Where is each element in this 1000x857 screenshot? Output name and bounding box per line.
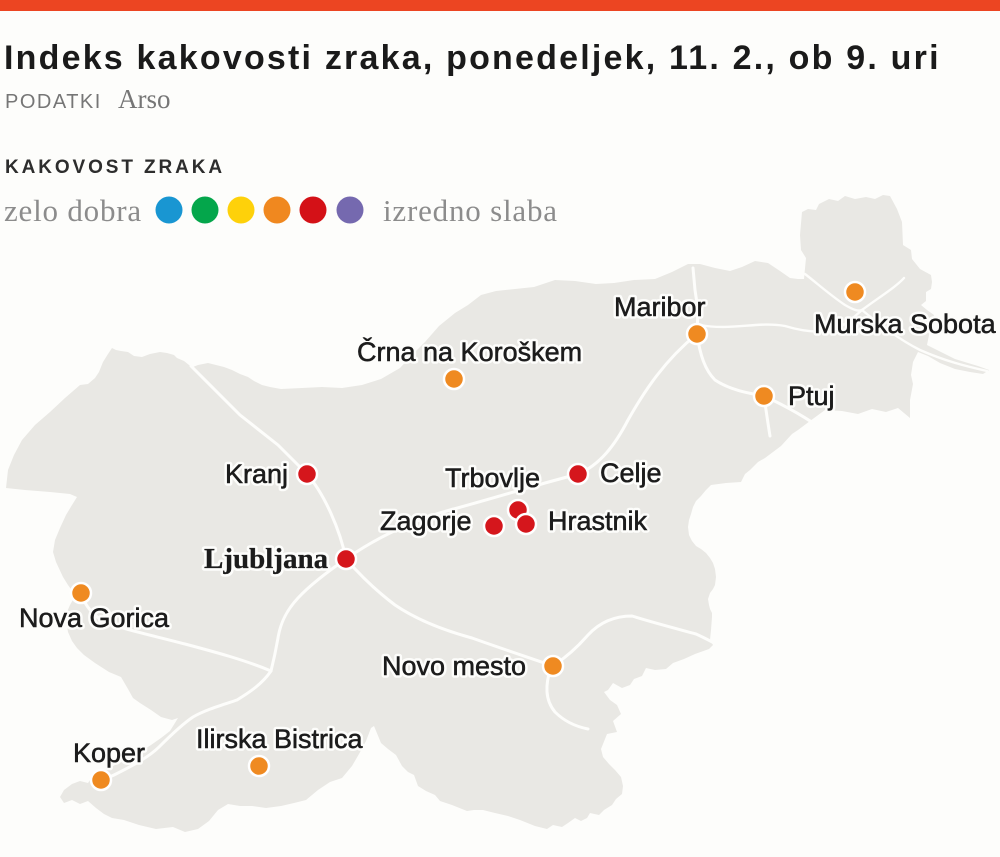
svg-text:Murska Sobota: Murska Sobota [814,309,997,339]
svg-text:Hrastnik: Hrastnik [548,506,648,536]
svg-text:Ptuj: Ptuj [788,381,835,411]
svg-text:Ljubljana: Ljubljana [204,543,329,575]
svg-text:Zagorje: Zagorje [380,506,472,536]
svg-text:Črna na Koroškem: Črna na Koroškem [357,336,582,367]
svg-text:Koper: Koper [73,738,145,768]
svg-text:Hrastnik: Hrastnik [548,506,648,536]
svg-text:Arso: Arso [118,84,171,114]
svg-text:Indeks kakovosti zraka, ponede: Indeks kakovosti zraka, ponedeljek, 11. … [4,39,941,77]
svg-text:Trbovlje: Trbovlje [445,463,540,493]
svg-text:izredno slaba: izredno slaba [383,193,558,228]
svg-text:Novo mesto: Novo mesto [382,651,526,681]
svg-text:Zagorje: Zagorje [380,506,472,536]
svg-text:Ljubljana: Ljubljana [204,543,329,575]
svg-text:Koper: Koper [73,738,145,768]
svg-text:Ilirska Bistrica: Ilirska Bistrica [196,724,364,754]
svg-text:Črna na Koroškem: Črna na Koroškem [357,336,582,367]
svg-text:Nova Gorica: Nova Gorica [19,603,170,633]
svg-text:Ptuj: Ptuj [788,381,835,411]
svg-text:Celje: Celje [600,458,662,488]
svg-text:KAKOVOST ZRAKA: KAKOVOST ZRAKA [5,157,225,178]
svg-text:Murska Sobota: Murska Sobota [814,309,997,339]
svg-text:zelo dobra: zelo dobra [4,193,142,228]
svg-text:Kranj: Kranj [225,459,288,489]
svg-text:Kranj: Kranj [225,459,288,489]
svg-text:Ilirska Bistrica: Ilirska Bistrica [196,724,364,754]
svg-text:Trbovlje: Trbovlje [445,463,540,493]
svg-text:PODATKI: PODATKI [5,91,102,113]
svg-text:Novo mesto: Novo mesto [382,651,526,681]
svg-text:Maribor: Maribor [614,292,706,322]
svg-text:Celje: Celje [600,458,662,488]
svg-text:Nova Gorica: Nova Gorica [19,603,170,633]
svg-text:Maribor: Maribor [614,292,706,322]
